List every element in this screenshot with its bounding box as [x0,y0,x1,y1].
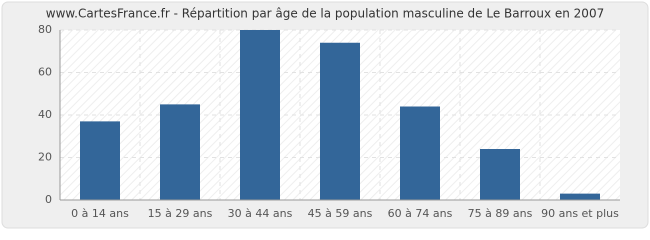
bar [560,193,600,200]
x-tick-label: 45 à 59 ans [308,207,373,220]
y-tick-label: 0 [45,193,52,206]
y-tick-label: 20 [38,151,52,164]
x-tick-label: 30 à 44 ans [228,207,293,220]
x-tick-label: 0 à 14 ans [71,207,129,220]
bar [320,42,360,200]
chart: www.CartesFrance.fr - Répartition par âg… [1,1,649,229]
y-tick-label: 40 [38,108,52,121]
bar [240,30,280,200]
y-tick-label: 60 [38,66,52,79]
bar [160,104,200,200]
chart-title: www.CartesFrance.fr - Répartition par âg… [46,7,604,21]
x-tick-label: 15 à 29 ans [148,207,213,220]
y-tick-label: 80 [38,23,52,36]
x-tick-label: 90 ans et plus [541,207,619,220]
bar [80,121,120,200]
x-tick-label: 60 à 74 ans [388,207,453,220]
bar [400,106,440,200]
bar [480,149,520,200]
x-tick-label: 75 à 89 ans [468,207,533,220]
